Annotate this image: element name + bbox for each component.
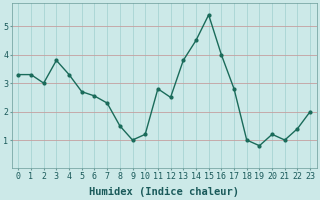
X-axis label: Humidex (Indice chaleur): Humidex (Indice chaleur) <box>89 186 239 197</box>
